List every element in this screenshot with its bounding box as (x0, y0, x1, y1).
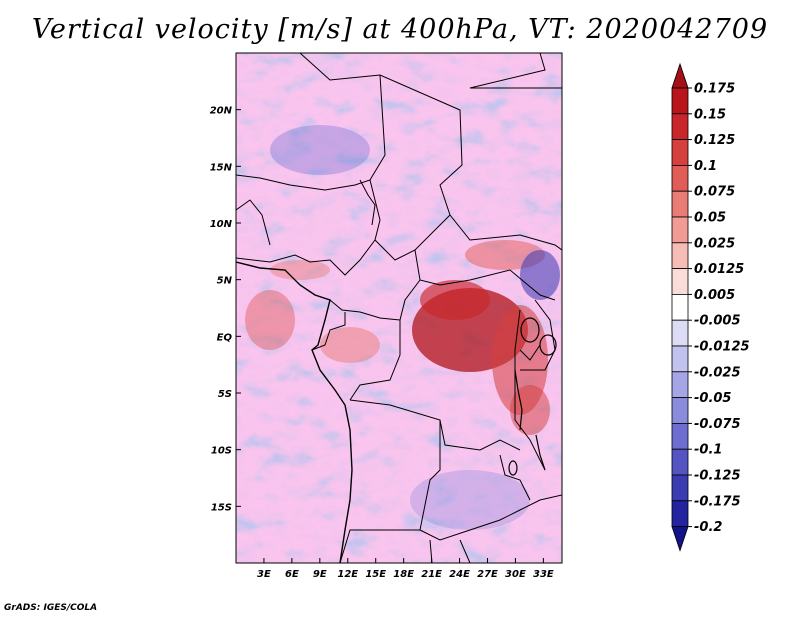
colorbar-swatch (671, 500, 689, 527)
colorbar-label: -0.025 (694, 365, 741, 380)
colorbar-label: -0.075 (694, 417, 741, 432)
lat-tick-label: 5S (218, 389, 232, 400)
colorbar: 0.175 0.15 0.125 0.1 0.075 0.05 0.025 0.0125 0.0… (671, 62, 750, 552)
colorbar-swatch (671, 164, 689, 192)
grads-credit: GrADS: IGES/COLA (4, 603, 98, 613)
colorbar-swatch (671, 268, 689, 295)
colorbar-label: 0.175 (694, 82, 735, 97)
lon-tick-label: 30E (505, 569, 526, 580)
updraft-core (245, 240, 550, 435)
colorbar-swatch (671, 319, 689, 347)
colorbar-label: -0.0125 (694, 340, 750, 355)
colorbar-label: 0.0125 (694, 262, 744, 277)
colorbar-swatch (671, 397, 689, 424)
colorbar-label: 0.05 (694, 211, 726, 226)
colorbar-swatch (671, 190, 689, 218)
lon-tick-label: 33E (533, 569, 554, 580)
country-borders (236, 53, 562, 563)
colorbar-swatch (671, 345, 689, 373)
lat-tick-label: 5N (217, 276, 233, 287)
colorbar-swatch (671, 474, 689, 502)
colorbar-label: -0.05 (694, 391, 731, 406)
colorbar-label: 0.1 (694, 159, 717, 174)
colorbar-swatch (671, 422, 689, 450)
coastline (236, 261, 353, 563)
lat-tick-label: EQ (217, 332, 233, 343)
colorbar-label: -0.005 (694, 314, 741, 329)
colorbar-swatch (671, 216, 689, 244)
colorbar-label: -0.125 (694, 469, 741, 484)
colorbar-swatch (671, 371, 689, 398)
downdraft-patches (270, 125, 560, 530)
colorbar-label: 0.025 (694, 236, 735, 251)
latitude-axis: 20N 15N 10N 5N EQ 5S 10S 15S (210, 106, 241, 513)
lakes (508, 317, 557, 476)
colorbar-swatch (671, 139, 689, 166)
lon-tick-label: 12E (337, 569, 358, 580)
lon-tick-label: 3E (257, 569, 271, 580)
colorbar-swatch (671, 87, 689, 115)
colorbar-label: 0.15 (694, 107, 726, 122)
colorbar-swatch (671, 242, 689, 270)
colorbar-swatch (671, 113, 689, 141)
colorbar-label: -0.2 (694, 520, 722, 535)
lat-tick-label: 10N (210, 219, 233, 230)
chart-title: Vertical velocity [m/s] at 400hPa, VT: 2… (31, 14, 769, 45)
map-frame (235, 52, 563, 564)
longitude-axis: 3E 6E 9E 12E 15E 18E 21E 24E 27E 30E 33E (257, 558, 554, 580)
lat-tick-label: 10S (211, 446, 232, 457)
lat-tick-label: 15S (211, 502, 232, 513)
colorbar-label: -0.1 (694, 443, 722, 458)
colorbar-swatch (671, 293, 689, 321)
lon-tick-label: 21E (421, 569, 442, 580)
lon-tick-label: 9E (313, 569, 327, 580)
lat-tick-label: 20N (210, 106, 233, 117)
colorbar-top-arrow (671, 62, 689, 89)
colorbar-swatch (671, 448, 689, 476)
lat-tick-label: 15N (210, 162, 233, 173)
colorbar-label: 0.125 (694, 133, 735, 148)
lon-tick-label: 15E (365, 569, 386, 580)
lon-tick-label: 6E (285, 569, 299, 580)
lon-tick-label: 18E (393, 569, 414, 580)
velocity-field (236, 53, 562, 563)
colorbar-label: -0.175 (694, 494, 741, 509)
colorbar-bottom-arrow (671, 526, 689, 552)
colorbar-label: 0.075 (694, 185, 735, 200)
colorbar-label: 0.005 (694, 288, 735, 303)
lon-tick-label: 24E (449, 569, 470, 580)
lon-tick-label: 27E (477, 569, 498, 580)
